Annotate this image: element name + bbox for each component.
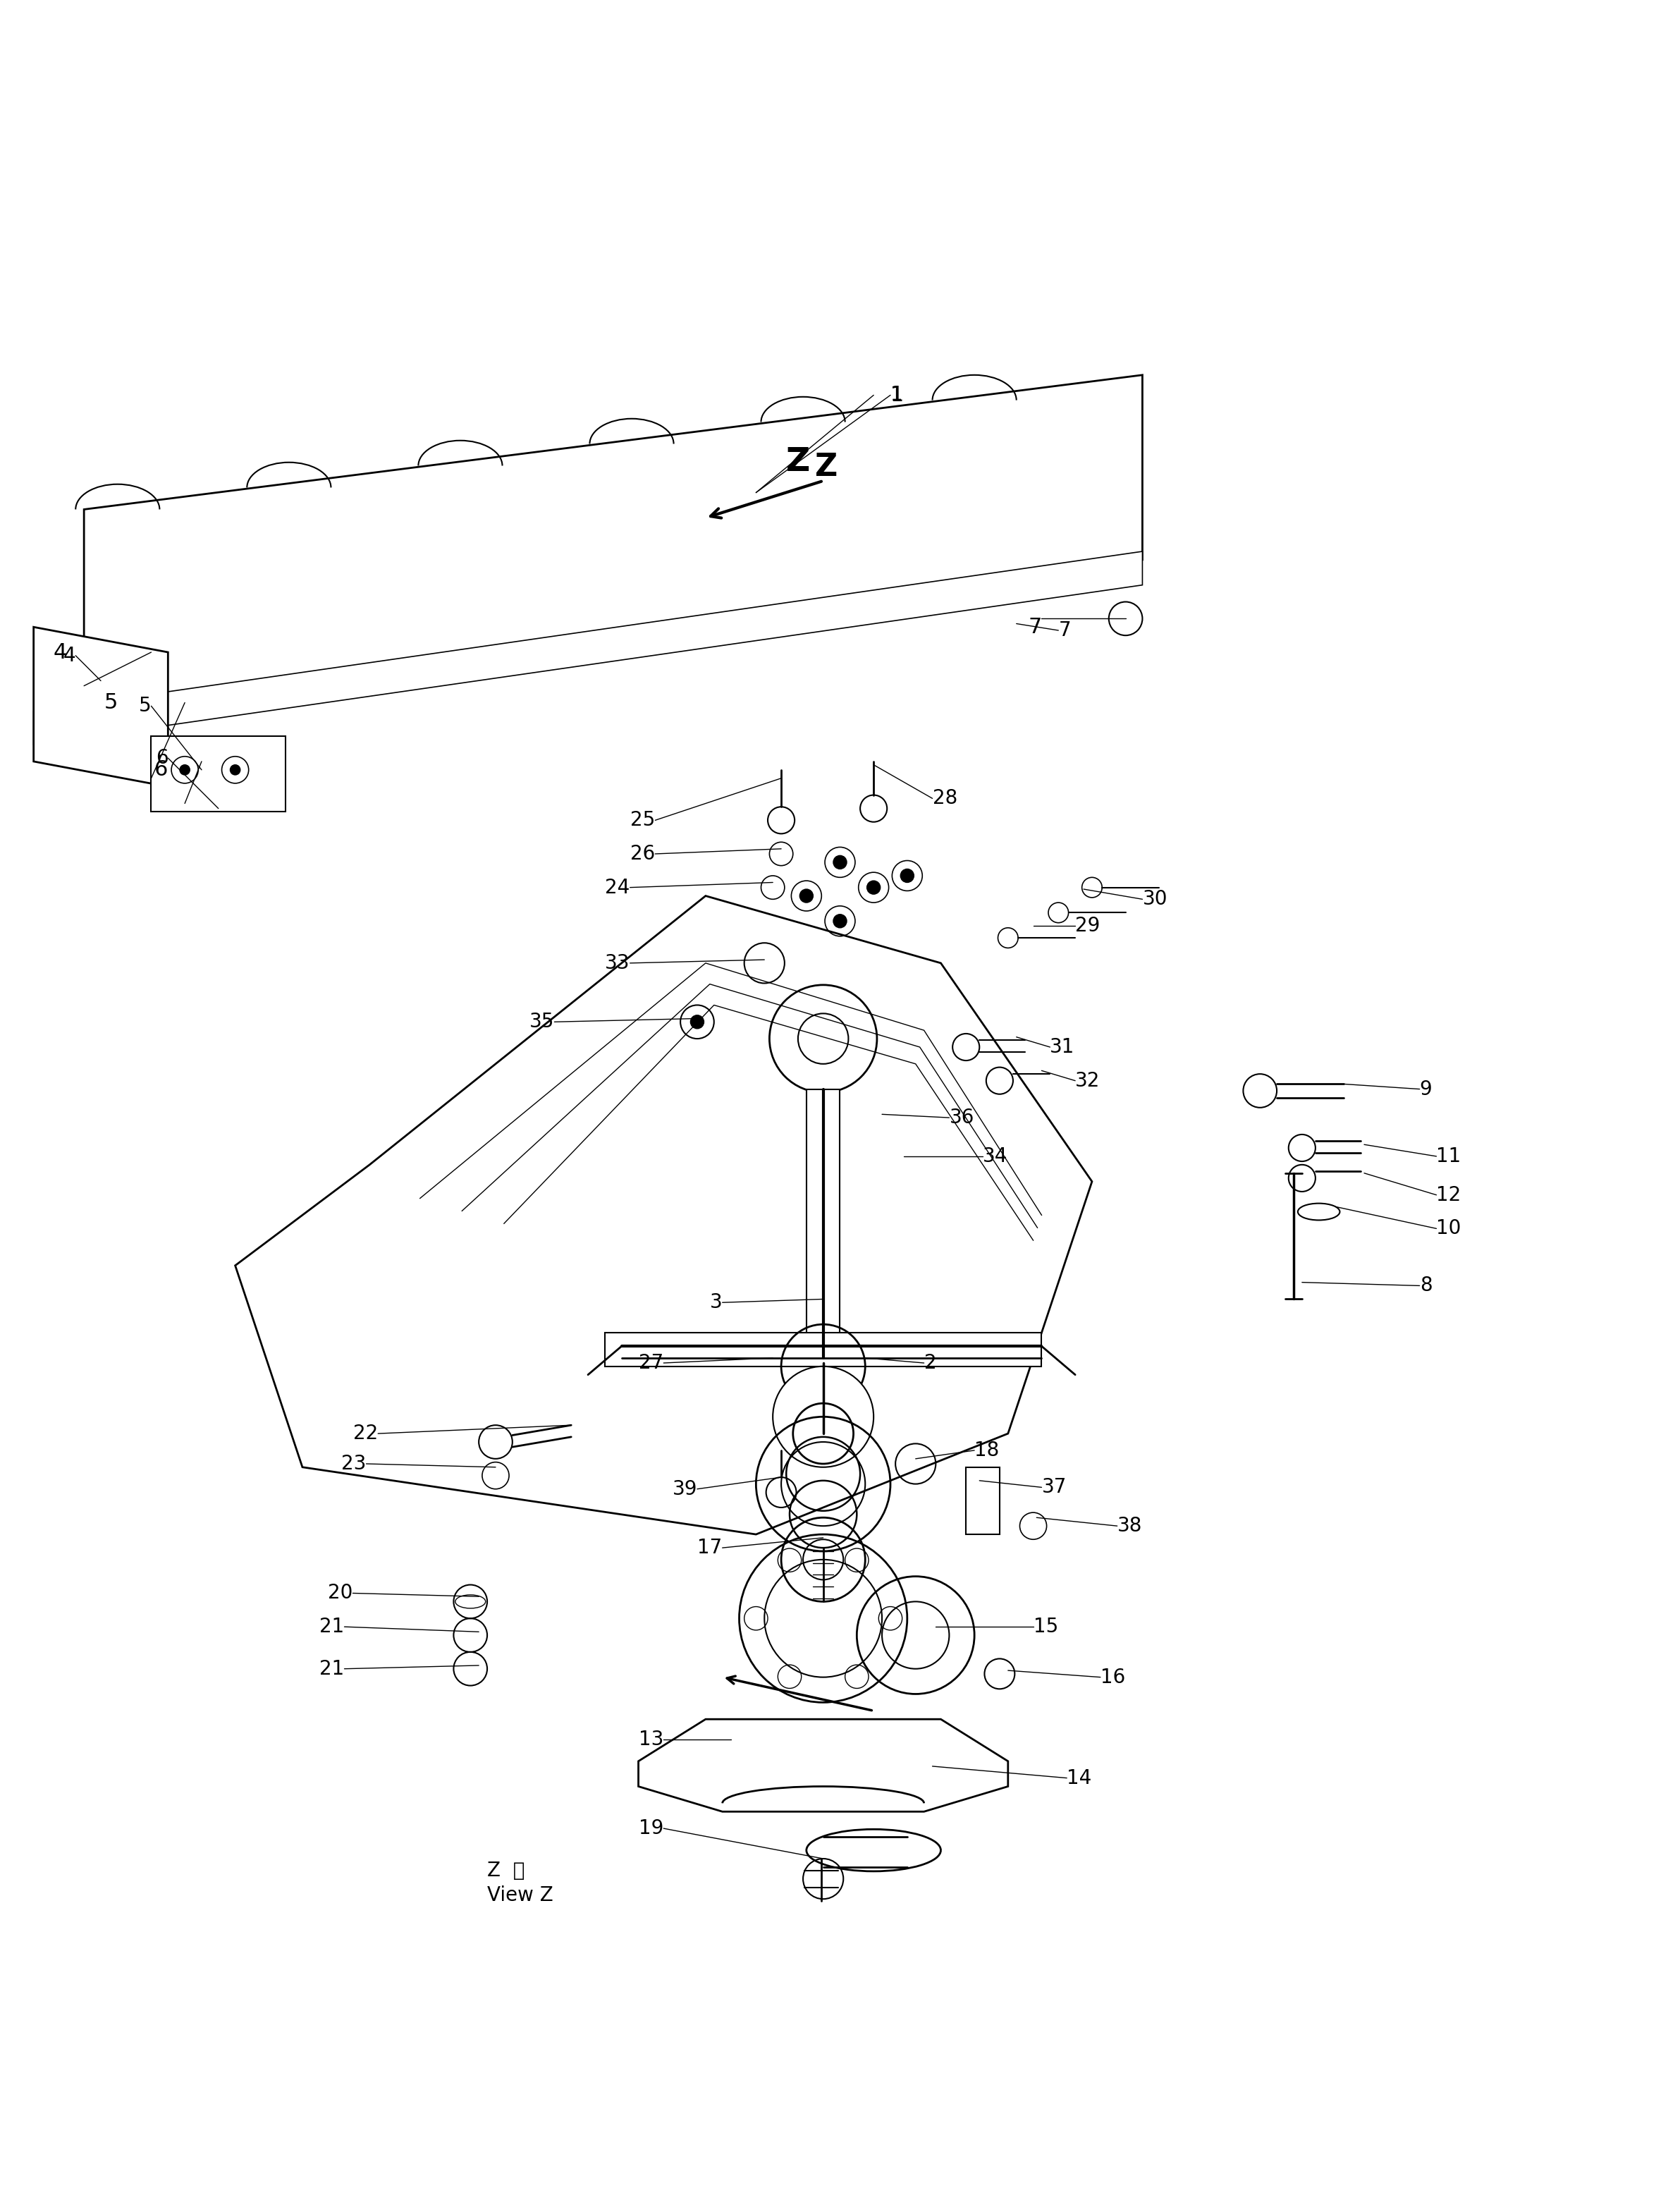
Circle shape	[867, 880, 880, 893]
Text: 32: 32	[1075, 1071, 1100, 1091]
Polygon shape	[966, 1466, 1000, 1534]
Text: 1: 1	[890, 386, 902, 406]
Text: 11: 11	[1436, 1146, 1462, 1166]
Circle shape	[230, 764, 240, 775]
Text: Z  機: Z 機	[487, 1861, 524, 1881]
Text: 5: 5	[104, 691, 118, 713]
Text: 6: 6	[155, 759, 168, 779]
Circle shape	[833, 915, 847, 928]
Polygon shape	[34, 628, 168, 786]
Text: 24: 24	[605, 878, 630, 898]
Text: 36: 36	[949, 1108, 974, 1128]
Text: 1: 1	[890, 384, 904, 406]
Text: Z: Z	[786, 446, 810, 479]
Text: 10: 10	[1436, 1218, 1462, 1238]
Text: 26: 26	[630, 845, 655, 863]
Text: 22: 22	[353, 1425, 378, 1444]
Text: 30: 30	[1142, 889, 1168, 909]
Text: 6: 6	[156, 748, 168, 768]
Text: 9: 9	[1420, 1080, 1431, 1100]
Circle shape	[180, 764, 190, 775]
Text: 13: 13	[638, 1730, 664, 1749]
Polygon shape	[235, 896, 1092, 1534]
Text: 34: 34	[983, 1146, 1008, 1166]
Text: 7: 7	[1028, 617, 1042, 637]
Circle shape	[900, 869, 914, 882]
Text: 2: 2	[924, 1352, 936, 1372]
Text: 17: 17	[697, 1539, 722, 1558]
Polygon shape	[84, 375, 1142, 711]
Text: 31: 31	[1050, 1038, 1075, 1058]
Text: 18: 18	[974, 1440, 1000, 1460]
Text: 14: 14	[1067, 1769, 1092, 1789]
Text: 37: 37	[1042, 1477, 1067, 1497]
Polygon shape	[806, 1089, 840, 1359]
Polygon shape	[605, 1332, 1042, 1365]
Text: Z: Z	[815, 452, 838, 483]
Text: 27: 27	[638, 1352, 664, 1372]
Text: 23: 23	[341, 1453, 366, 1473]
Text: 21: 21	[319, 1618, 344, 1637]
Text: 28: 28	[932, 788, 958, 808]
Text: 8: 8	[1420, 1275, 1431, 1295]
Polygon shape	[638, 1719, 1008, 1811]
Text: 38: 38	[1117, 1517, 1142, 1536]
Text: 35: 35	[529, 1012, 554, 1032]
Text: 21: 21	[319, 1659, 344, 1679]
Text: 7: 7	[1058, 621, 1070, 641]
Text: 33: 33	[605, 953, 630, 972]
Text: 39: 39	[672, 1479, 697, 1499]
Circle shape	[773, 1365, 874, 1466]
Text: 16: 16	[1100, 1668, 1126, 1688]
Polygon shape	[34, 551, 1142, 744]
Text: 3: 3	[711, 1293, 722, 1313]
Text: 15: 15	[1033, 1618, 1058, 1637]
Text: 12: 12	[1436, 1185, 1462, 1205]
Circle shape	[800, 889, 813, 902]
Polygon shape	[151, 735, 286, 812]
Circle shape	[690, 1014, 704, 1029]
Text: 20: 20	[328, 1583, 353, 1602]
Text: 19: 19	[638, 1817, 664, 1837]
Text: 25: 25	[630, 810, 655, 830]
Text: 5: 5	[139, 696, 151, 716]
Text: View Z: View Z	[487, 1886, 553, 1905]
Text: 4: 4	[54, 641, 67, 663]
Circle shape	[833, 856, 847, 869]
Text: 29: 29	[1075, 915, 1100, 935]
Text: 4: 4	[64, 645, 76, 665]
